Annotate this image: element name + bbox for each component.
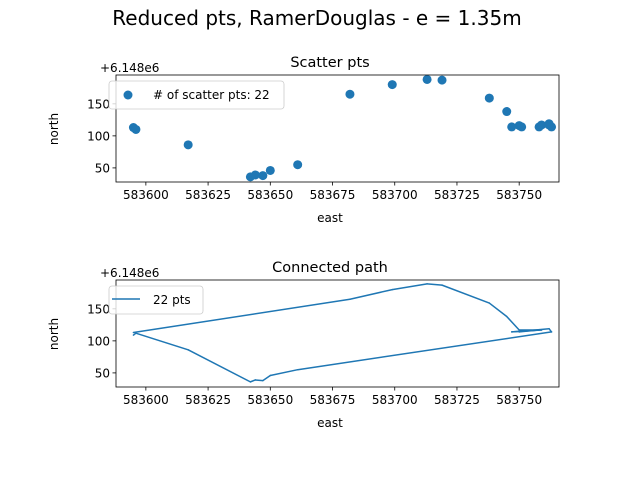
scatter-title: Scatter pts — [290, 55, 369, 71]
scatter-point — [131, 124, 141, 134]
path-segment — [262, 374, 272, 382]
scatter-point — [265, 165, 275, 175]
scatter-x-tick-label: 583725 — [434, 188, 480, 202]
scatter-x-tick-label: 583700 — [372, 188, 418, 202]
scatter-legend-box — [108, 80, 285, 110]
scatter-point — [507, 122, 517, 132]
scatter-axes-frame — [115, 74, 560, 183]
path-x-axis-label: east — [317, 416, 343, 430]
scatter-y-tick-label: 50 — [95, 161, 110, 175]
scatter-x-tick-label: 583625 — [185, 188, 231, 202]
path-lines — [132, 283, 553, 383]
scatter-point — [517, 122, 527, 132]
path-x-tick-label: 583725 — [434, 393, 480, 407]
path-segment — [505, 315, 520, 331]
path-legend-label: 22 pts — [153, 293, 191, 307]
path-segment — [488, 302, 508, 318]
path-segment — [135, 332, 189, 351]
path-segment — [254, 379, 264, 382]
scatter-y-offset-label: +6.148e6 — [100, 61, 159, 75]
scatter-point — [502, 107, 512, 117]
scatter-x-tick-label: 583750 — [496, 188, 542, 202]
scatter-x-tick-label: 583600 — [123, 188, 169, 202]
scatter-x-tick-label: 583650 — [247, 188, 293, 202]
path-segment — [296, 331, 553, 371]
scatter-legend-marker — [123, 90, 133, 100]
scatter-point — [422, 74, 432, 84]
path-x-tick-label: 583750 — [496, 393, 542, 407]
path-x-tick-label: 583700 — [372, 393, 418, 407]
path-segment — [132, 298, 351, 334]
scatter-point — [258, 171, 268, 181]
scatter-point — [345, 89, 355, 99]
path-x-tick-label: 583600 — [123, 393, 169, 407]
scatter-x-axis-label: east — [317, 211, 343, 225]
path-segment — [187, 349, 252, 383]
path-ticks: 583600 583625 583650 583675 583700 583725 5837… — [87, 302, 542, 407]
scatter-point — [537, 120, 547, 130]
path-segment — [441, 284, 491, 304]
path-axes-frame — [115, 279, 560, 388]
path-y-tick-label: 100 — [87, 334, 110, 348]
figure-suptitle: Reduced pts, RamerDouglas - e = 1.35m — [112, 6, 521, 30]
path-y-tick-label: 50 — [95, 366, 110, 380]
path-y-offset-label: +6.148e6 — [100, 266, 159, 280]
path-segment — [391, 283, 428, 291]
scatter-point — [250, 170, 260, 180]
path-x-tick-label: 583650 — [247, 393, 293, 407]
scatter-point — [387, 80, 397, 90]
scatter-subplot: Scatter pts +6.148e6 east north 583600 58… — [47, 55, 560, 225]
path-title: Connected path — [272, 260, 388, 276]
scatter-y-axis-label: north — [47, 113, 61, 145]
scatter-points — [128, 74, 557, 182]
path-subplot: Connected path +6.148e6 east north 58360… — [47, 260, 560, 430]
scatter-ticks: 583600 583625 583650 583675 583700 583725 5837… — [87, 97, 542, 202]
path-x-tick-label: 583675 — [310, 393, 356, 407]
path-segment — [349, 288, 394, 300]
path-segment — [249, 379, 257, 383]
scatter-y-tick-label: 100 — [87, 129, 110, 143]
path-y-axis-label: north — [47, 318, 61, 350]
scatter-point — [293, 160, 303, 170]
scatter-legend-label: # of scatter pts: 22 — [153, 88, 270, 102]
path-x-tick-label: 583625 — [185, 393, 231, 407]
scatter-point — [437, 75, 447, 85]
scatter-point — [183, 140, 193, 150]
scatter-point — [544, 119, 554, 129]
scatter-point — [484, 93, 494, 103]
scatter-y-tick-label: 150 — [87, 97, 110, 111]
path-segment — [269, 368, 299, 377]
path-legend: 22 pts — [108, 285, 204, 315]
path-y-tick-label: 150 — [87, 302, 110, 316]
path-legend-box — [108, 285, 204, 315]
path-segment — [426, 283, 443, 286]
scatter-legend: # of scatter pts: 22 — [108, 80, 285, 110]
scatter-x-tick-label: 583675 — [310, 188, 356, 202]
